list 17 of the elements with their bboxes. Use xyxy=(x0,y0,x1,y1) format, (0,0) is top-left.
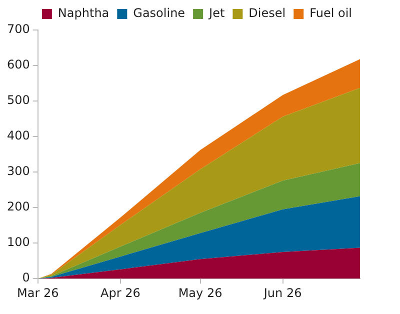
y-tick-label: 500 xyxy=(7,93,30,108)
y-tick-label: 700 xyxy=(7,22,30,36)
x-tick-label: Mar 26 xyxy=(17,286,59,300)
legend-label: Diesel xyxy=(248,6,286,20)
y-tick-label: 200 xyxy=(7,200,30,214)
y-tick-label: 400 xyxy=(7,128,30,143)
legend-label: Jet xyxy=(208,6,225,20)
y-tick-label: 300 xyxy=(7,164,30,178)
y-tick-label: 100 xyxy=(7,235,30,250)
x-tick-label: May 26 xyxy=(178,286,222,300)
legend-label: Naphtha xyxy=(58,6,110,20)
y-tick-label: 600 xyxy=(7,58,30,72)
legend-label: Fuel oil xyxy=(310,6,352,20)
x-tick-label: Jun 26 xyxy=(262,286,302,300)
y-tick-label: 0 xyxy=(22,270,30,285)
legend-label: Gasoline xyxy=(133,6,186,20)
x-tick-label: Apr 26 xyxy=(100,286,140,300)
